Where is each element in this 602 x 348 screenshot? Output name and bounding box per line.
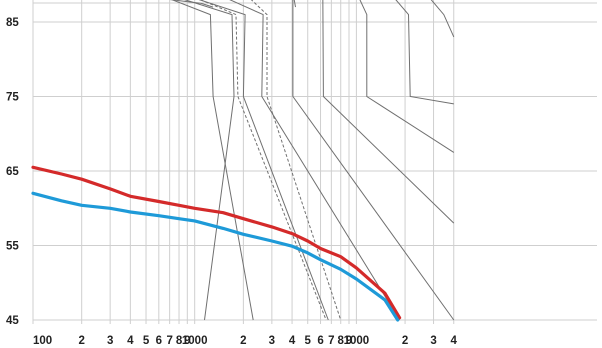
reference-curve-10 (430, 0, 455, 38)
x-tick-label-4: 5 (143, 335, 150, 347)
reference-curve-6 (292, 0, 455, 321)
x-tick-label-11: 3 (269, 335, 275, 347)
reference-curve-3 (199, 0, 327, 321)
reference-curves (169, 0, 455, 321)
x-tick-label-14: 6 (317, 335, 323, 347)
x-tick-label-19: 2 (402, 335, 408, 347)
series-line-0 (31, 165, 402, 320)
data-series (31, 165, 402, 322)
y-tick-label-1: 55 (6, 241, 19, 253)
reference-curve-0 (171, 0, 254, 321)
x-tick-label-0: 100 (33, 335, 52, 347)
reference-curve-1 (184, 0, 235, 321)
x-tick-label-17: 9 (346, 335, 352, 347)
x-tick-label-13: 5 (305, 335, 312, 347)
x-tick-label-1: 2 (78, 335, 84, 347)
x-tick-label-5: 6 (156, 335, 162, 347)
grid (32, 0, 597, 324)
x-tick-label-2: 3 (107, 335, 113, 347)
reference-curve-8 (359, 0, 455, 153)
x-tick-label-21: 4 (451, 335, 458, 347)
reference-curve-5 (229, 0, 401, 321)
x-tick-label-16: 8 (338, 335, 345, 347)
reference-curve-4 (250, 0, 342, 321)
x-tick-label-15: 7 (328, 335, 334, 347)
x-tick-label-18: 1000 (344, 335, 370, 347)
x-tick-label-12: 4 (289, 335, 296, 347)
y-tick-label-4: 85 (6, 17, 19, 29)
reference-curve-9 (395, 0, 454, 105)
y-tick-label-2: 65 (6, 166, 19, 178)
x-tick-label-10: 2 (240, 335, 246, 347)
x-tick-label-3: 4 (127, 335, 134, 347)
y-tick-label-0: 45 (6, 315, 19, 327)
x-tick-label-7: 8 (176, 335, 183, 347)
reference-curve-2 (198, 0, 329, 321)
reference-curve-7 (322, 0, 455, 224)
series-line-1 (31, 191, 400, 322)
x-tick-label-8: 9 (184, 335, 190, 347)
reference-curve-12 (293, 0, 296, 8)
x-tick-label-20: 3 (430, 335, 436, 347)
y-tick-label-3: 75 (6, 92, 19, 104)
x-tick-label-6: 7 (166, 335, 172, 347)
x-tick-label-9: 1000 (182, 335, 208, 347)
reference-curve-11 (169, 0, 214, 8)
